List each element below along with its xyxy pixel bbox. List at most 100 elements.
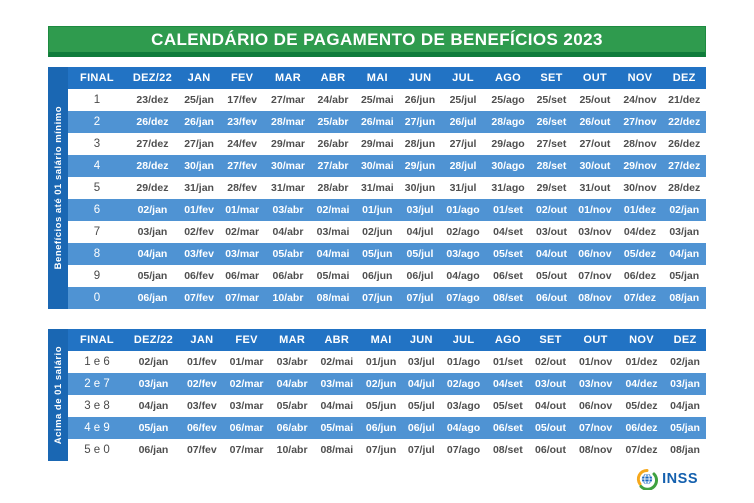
payment-date-cell: 02/mai xyxy=(313,351,360,373)
payment-date-cell: 05/dez xyxy=(618,395,665,417)
payment-date-cell: 05/jun xyxy=(359,395,403,417)
payment-date-cell: 03/ago xyxy=(440,395,487,417)
payment-date-cell: 03/mar xyxy=(222,395,271,417)
payment-date-cell: 29/set xyxy=(530,177,573,199)
table-row: 4 e 9 05/jan 06/fev 06/mar 06/abr 05/mai 06/ju… xyxy=(68,417,706,439)
payment-date-cell: 02/jun xyxy=(355,221,400,243)
payment-date-cell: 06/set xyxy=(486,417,529,439)
payment-date-cell: 29/ago xyxy=(485,133,531,155)
payment-date-cell: 07/fev xyxy=(178,287,220,309)
payment-date-cell: 08/set xyxy=(486,439,529,461)
sidebar-label-above-minimum: Acima de 01 salário xyxy=(48,329,68,461)
payment-date-cell: 01/jun xyxy=(355,199,400,221)
payment-date-cell: 31/jul xyxy=(440,177,486,199)
column-header-out: OUT xyxy=(572,67,618,89)
payment-date-cell: 08/jan xyxy=(662,287,706,309)
payment-date-cell: 04/jul xyxy=(402,373,441,395)
payment-date-cell: 05/jun xyxy=(355,243,400,265)
payment-date-cell: 26/set xyxy=(530,111,573,133)
payment-date-cell: 07/dez xyxy=(618,439,665,461)
payment-date-cell: 07/nov xyxy=(572,265,618,287)
column-header-fev: FEV xyxy=(219,67,266,89)
payment-date-cell: 30/nov xyxy=(617,177,663,199)
payment-date-cell: 04/jan xyxy=(664,395,706,417)
payment-date-cell: 07/jul xyxy=(402,439,441,461)
payment-date-cell: 03/out xyxy=(530,221,573,243)
payment-date-cell: 02/fev xyxy=(180,373,223,395)
column-header-final: FINAL xyxy=(68,329,126,351)
payment-date-cell: 05/jan xyxy=(126,417,181,439)
column-header-dez: DEZ xyxy=(664,329,706,351)
payment-date-cell: 07/mar xyxy=(219,287,266,309)
payment-date-cell: 01/dez xyxy=(617,199,663,221)
payment-date-cell: 04/jul xyxy=(399,221,441,243)
table-row: 3 27/dez 27/jan 24/fev 29/mar 26/abr 29/mai 28/… xyxy=(68,133,706,155)
payment-date-cell: 07/dez xyxy=(617,287,663,309)
payment-date-cell: 06/jun xyxy=(355,265,400,287)
payment-date-cell: 01/set xyxy=(486,351,529,373)
inss-globe-icon xyxy=(637,468,659,490)
column-header-ago: AGO xyxy=(485,67,531,89)
payment-table-above-minimum: FINAL DEZ/22 JAN FEV MAR ABR MAI JUN JUL AGO SET OU… xyxy=(68,329,706,461)
payment-date-cell: 01/nov xyxy=(572,351,619,373)
payment-date-cell: 06/jan xyxy=(126,287,179,309)
header-row: FINAL DEZ/22 JAN FEV MAR ABR MAI JUN JUL AGO SET OU… xyxy=(68,67,706,89)
payment-date-cell: 01/set xyxy=(485,199,531,221)
payment-date-cell: 06/dez xyxy=(618,417,665,439)
payment-date-cell: 02/jun xyxy=(359,373,403,395)
payment-date-cell: 03/jul xyxy=(402,351,441,373)
sidebar-label-text: Acima de 01 salário xyxy=(52,345,64,445)
payment-date-cell: 01/jun xyxy=(359,351,403,373)
table-up-to-minimum-wage: Benefícios até 01 salário mínimo FINAL DE… xyxy=(48,67,706,309)
payment-date-cell: 02/ago xyxy=(440,373,487,395)
inss-logo-text: INSS xyxy=(662,471,698,487)
payment-date-cell: 02/ago xyxy=(440,221,486,243)
payment-date-cell: 03/jan xyxy=(662,221,706,243)
payment-date-cell: 03/jan xyxy=(126,221,179,243)
payment-date-cell: 31/ago xyxy=(485,177,531,199)
final-digit-cell: 9 xyxy=(68,265,126,287)
payment-date-cell: 03/mai xyxy=(310,221,356,243)
payment-date-cell: 26/out xyxy=(572,111,618,133)
table-row: 4 28/dez 30/jan 27/fev 30/mar 27/abr 30/mai 29/… xyxy=(68,155,706,177)
payment-date-cell: 06/jan xyxy=(126,439,181,461)
payment-date-cell: 05/abr xyxy=(265,243,311,265)
payment-date-cell: 03/out xyxy=(528,373,573,395)
payment-date-cell: 26/jan xyxy=(178,111,220,133)
column-header-mai: MAI xyxy=(355,67,400,89)
column-header-jun: JUN xyxy=(402,329,441,351)
payment-date-cell: 03/mar xyxy=(219,243,266,265)
column-header-out: OUT xyxy=(572,329,619,351)
payment-date-cell: 07/mar xyxy=(222,439,271,461)
payment-date-cell: 22/dez xyxy=(662,111,706,133)
payment-date-cell: 04/jan xyxy=(662,243,706,265)
payment-date-cell: 06/abr xyxy=(265,265,311,287)
payment-date-cell: 01/fev xyxy=(180,351,223,373)
payment-date-cell: 06/dez xyxy=(617,265,663,287)
payment-date-cell: 10/abr xyxy=(265,287,311,309)
payment-date-cell: 03/mai xyxy=(313,373,360,395)
payment-date-cell: 04/abr xyxy=(270,373,314,395)
column-header-jul: JUL xyxy=(440,67,486,89)
payment-date-cell: 29/nov xyxy=(617,155,663,177)
payment-date-cell: 08/mai xyxy=(310,287,356,309)
payment-date-cell: 01/mar xyxy=(219,199,266,221)
payment-date-cell: 30/ago xyxy=(485,155,531,177)
payment-date-cell: 01/ago xyxy=(440,351,487,373)
payment-date-cell: 30/jan xyxy=(178,155,220,177)
payment-date-cell: 27/set xyxy=(530,133,573,155)
payment-date-cell: 07/nov xyxy=(572,417,619,439)
table-above-minimum-wage: Acima de 01 salário FINAL DEZ/22 JAN FEV MAR… xyxy=(48,329,706,461)
payment-date-cell: 25/set xyxy=(530,89,573,111)
payment-date-cell: 01/dez xyxy=(618,351,665,373)
column-header-ago: AGO xyxy=(486,329,529,351)
payment-date-cell: 04/set xyxy=(486,373,529,395)
payment-date-cell: 28/nov xyxy=(617,133,663,155)
payment-date-cell: 27/mar xyxy=(265,89,311,111)
payment-date-cell: 29/dez xyxy=(126,177,179,199)
payment-date-cell: 23/dez xyxy=(126,89,179,111)
payment-date-cell: 05/mai xyxy=(310,265,356,287)
payment-date-cell: 05/mai xyxy=(313,417,360,439)
payment-date-cell: 03/nov xyxy=(572,373,619,395)
payment-date-cell: 07/jul xyxy=(399,287,441,309)
